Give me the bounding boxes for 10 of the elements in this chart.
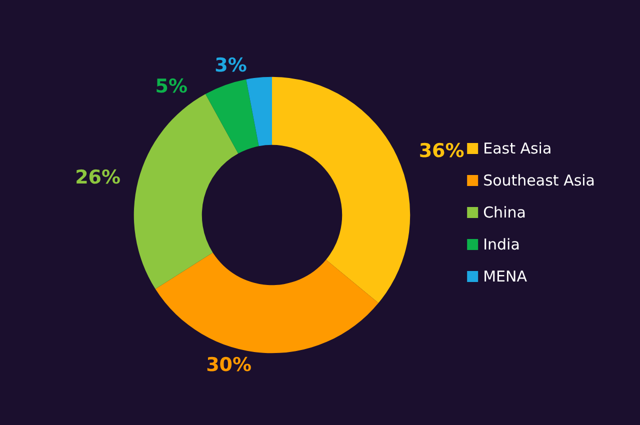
data-label: 26% xyxy=(75,166,121,189)
data-label: 5% xyxy=(155,76,188,98)
legend-label: East Asia xyxy=(483,140,552,158)
legend-label: China xyxy=(483,204,526,222)
legend-label: MENA xyxy=(483,268,528,286)
legend-label: Southeast Asia xyxy=(483,172,596,190)
data-label: 36% xyxy=(418,140,464,162)
legend-label: India xyxy=(483,236,520,254)
data-label: 30% xyxy=(206,354,252,376)
data-label: 3% xyxy=(214,54,247,77)
